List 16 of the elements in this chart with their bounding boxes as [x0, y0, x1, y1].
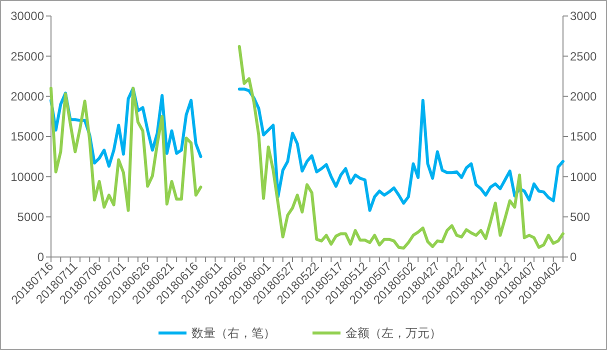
y2-tick-label: 0: [570, 250, 577, 264]
y-tick-label: 20000: [10, 90, 44, 104]
y2-tick-label: 1000: [570, 170, 598, 184]
y2-tick-label: 3000: [570, 9, 598, 24]
y-tick-label: 30000: [10, 9, 44, 24]
y2-tick-label: 1500: [570, 130, 598, 144]
legend-label: 金额（左，万元）: [346, 326, 442, 340]
y-tick-label: 5000: [17, 210, 44, 224]
y2-tick-label: 2500: [570, 49, 598, 64]
y2-tick-label: 500: [570, 210, 590, 224]
legend-label: 数量（右，笔）: [192, 326, 276, 340]
y2-tick-label: 2000: [570, 90, 598, 104]
y-tick-label: 10000: [10, 170, 44, 184]
y-tick-label: 25000: [10, 49, 44, 64]
y-tick-label: 0: [37, 250, 44, 264]
y-tick-label: 15000: [10, 130, 44, 144]
